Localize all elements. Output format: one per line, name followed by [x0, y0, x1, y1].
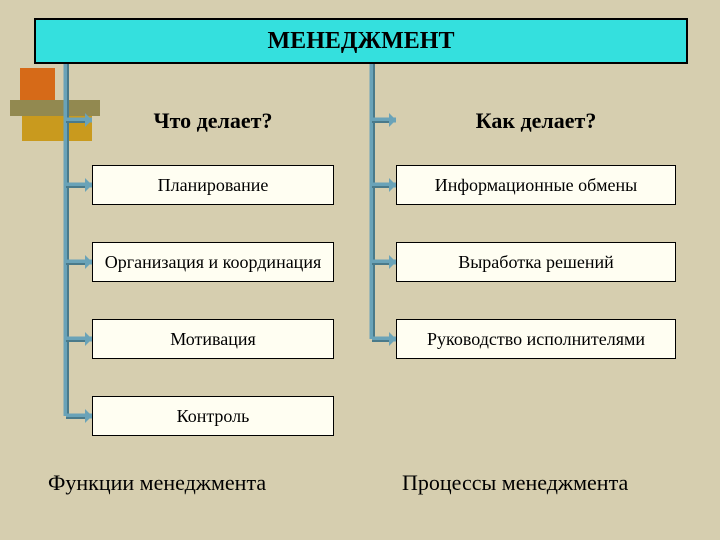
footer-left: Функции менеджмента — [48, 470, 266, 496]
function-box-r2: Организация и координация — [92, 242, 334, 282]
question-right: Как делает? — [396, 108, 676, 134]
process-box-r3: Руководство исполнителями — [396, 319, 676, 359]
function-box-r4: Контроль — [92, 396, 334, 436]
process-box-r2: Выработка решений — [396, 242, 676, 282]
process-box-r1: Информационные обмены — [396, 165, 676, 205]
function-box-r1: Планирование — [92, 165, 334, 205]
header-box: МЕНЕДЖМЕНТ — [34, 18, 688, 64]
function-box-r3: Мотивация — [92, 319, 334, 359]
question-left: Что делает? — [92, 108, 334, 134]
footer-right: Процессы менеджмента — [402, 470, 628, 496]
